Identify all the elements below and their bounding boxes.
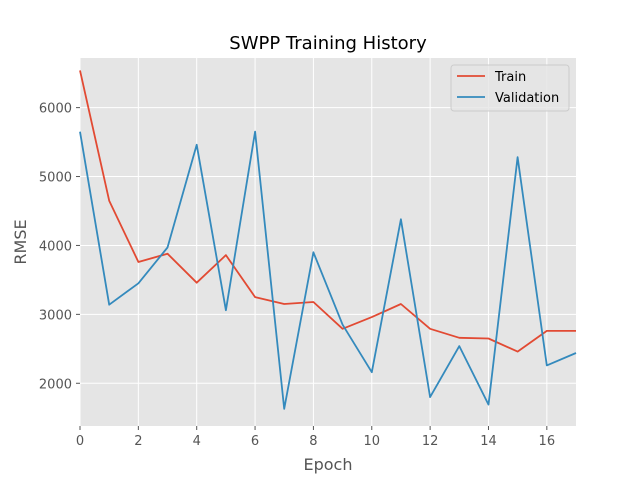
x-axis-label: Epoch	[304, 455, 353, 474]
x-tick-label: 4	[193, 434, 201, 449]
axis-ticks: 0 2 4 6 8 10 12 14 16 2000 3000 4000 5000 6000	[39, 102, 555, 449]
y-tick-label: 6000	[39, 102, 72, 117]
legend-label-train: Train	[494, 70, 526, 85]
legend: Train Validation	[450, 64, 570, 112]
y-tick-label: 5000	[39, 171, 72, 186]
x-tick-label: 16	[539, 434, 556, 449]
series-line-train	[79, 70, 576, 353]
x-tick-label: 0	[76, 434, 84, 449]
x-tick-label: 10	[363, 434, 380, 449]
x-tick-label: 6	[251, 434, 259, 449]
legend-label-validation: Validation	[495, 91, 559, 106]
plot-area	[80, 58, 576, 426]
chart-title: SWPP Training History	[229, 33, 427, 54]
x-tick-label: 12	[422, 434, 439, 449]
y-tick-label: 2000	[39, 377, 72, 392]
x-tick-label: 8	[309, 434, 317, 449]
y-tick-label: 4000	[39, 239, 72, 254]
series-lines	[79, 70, 577, 410]
y-tick-label: 3000	[39, 308, 72, 323]
x-tick-label: 2	[134, 434, 142, 449]
series-line-validation	[79, 130, 577, 410]
x-tick-label: 14	[480, 434, 497, 449]
y-axis-label: RMSE	[11, 219, 30, 264]
